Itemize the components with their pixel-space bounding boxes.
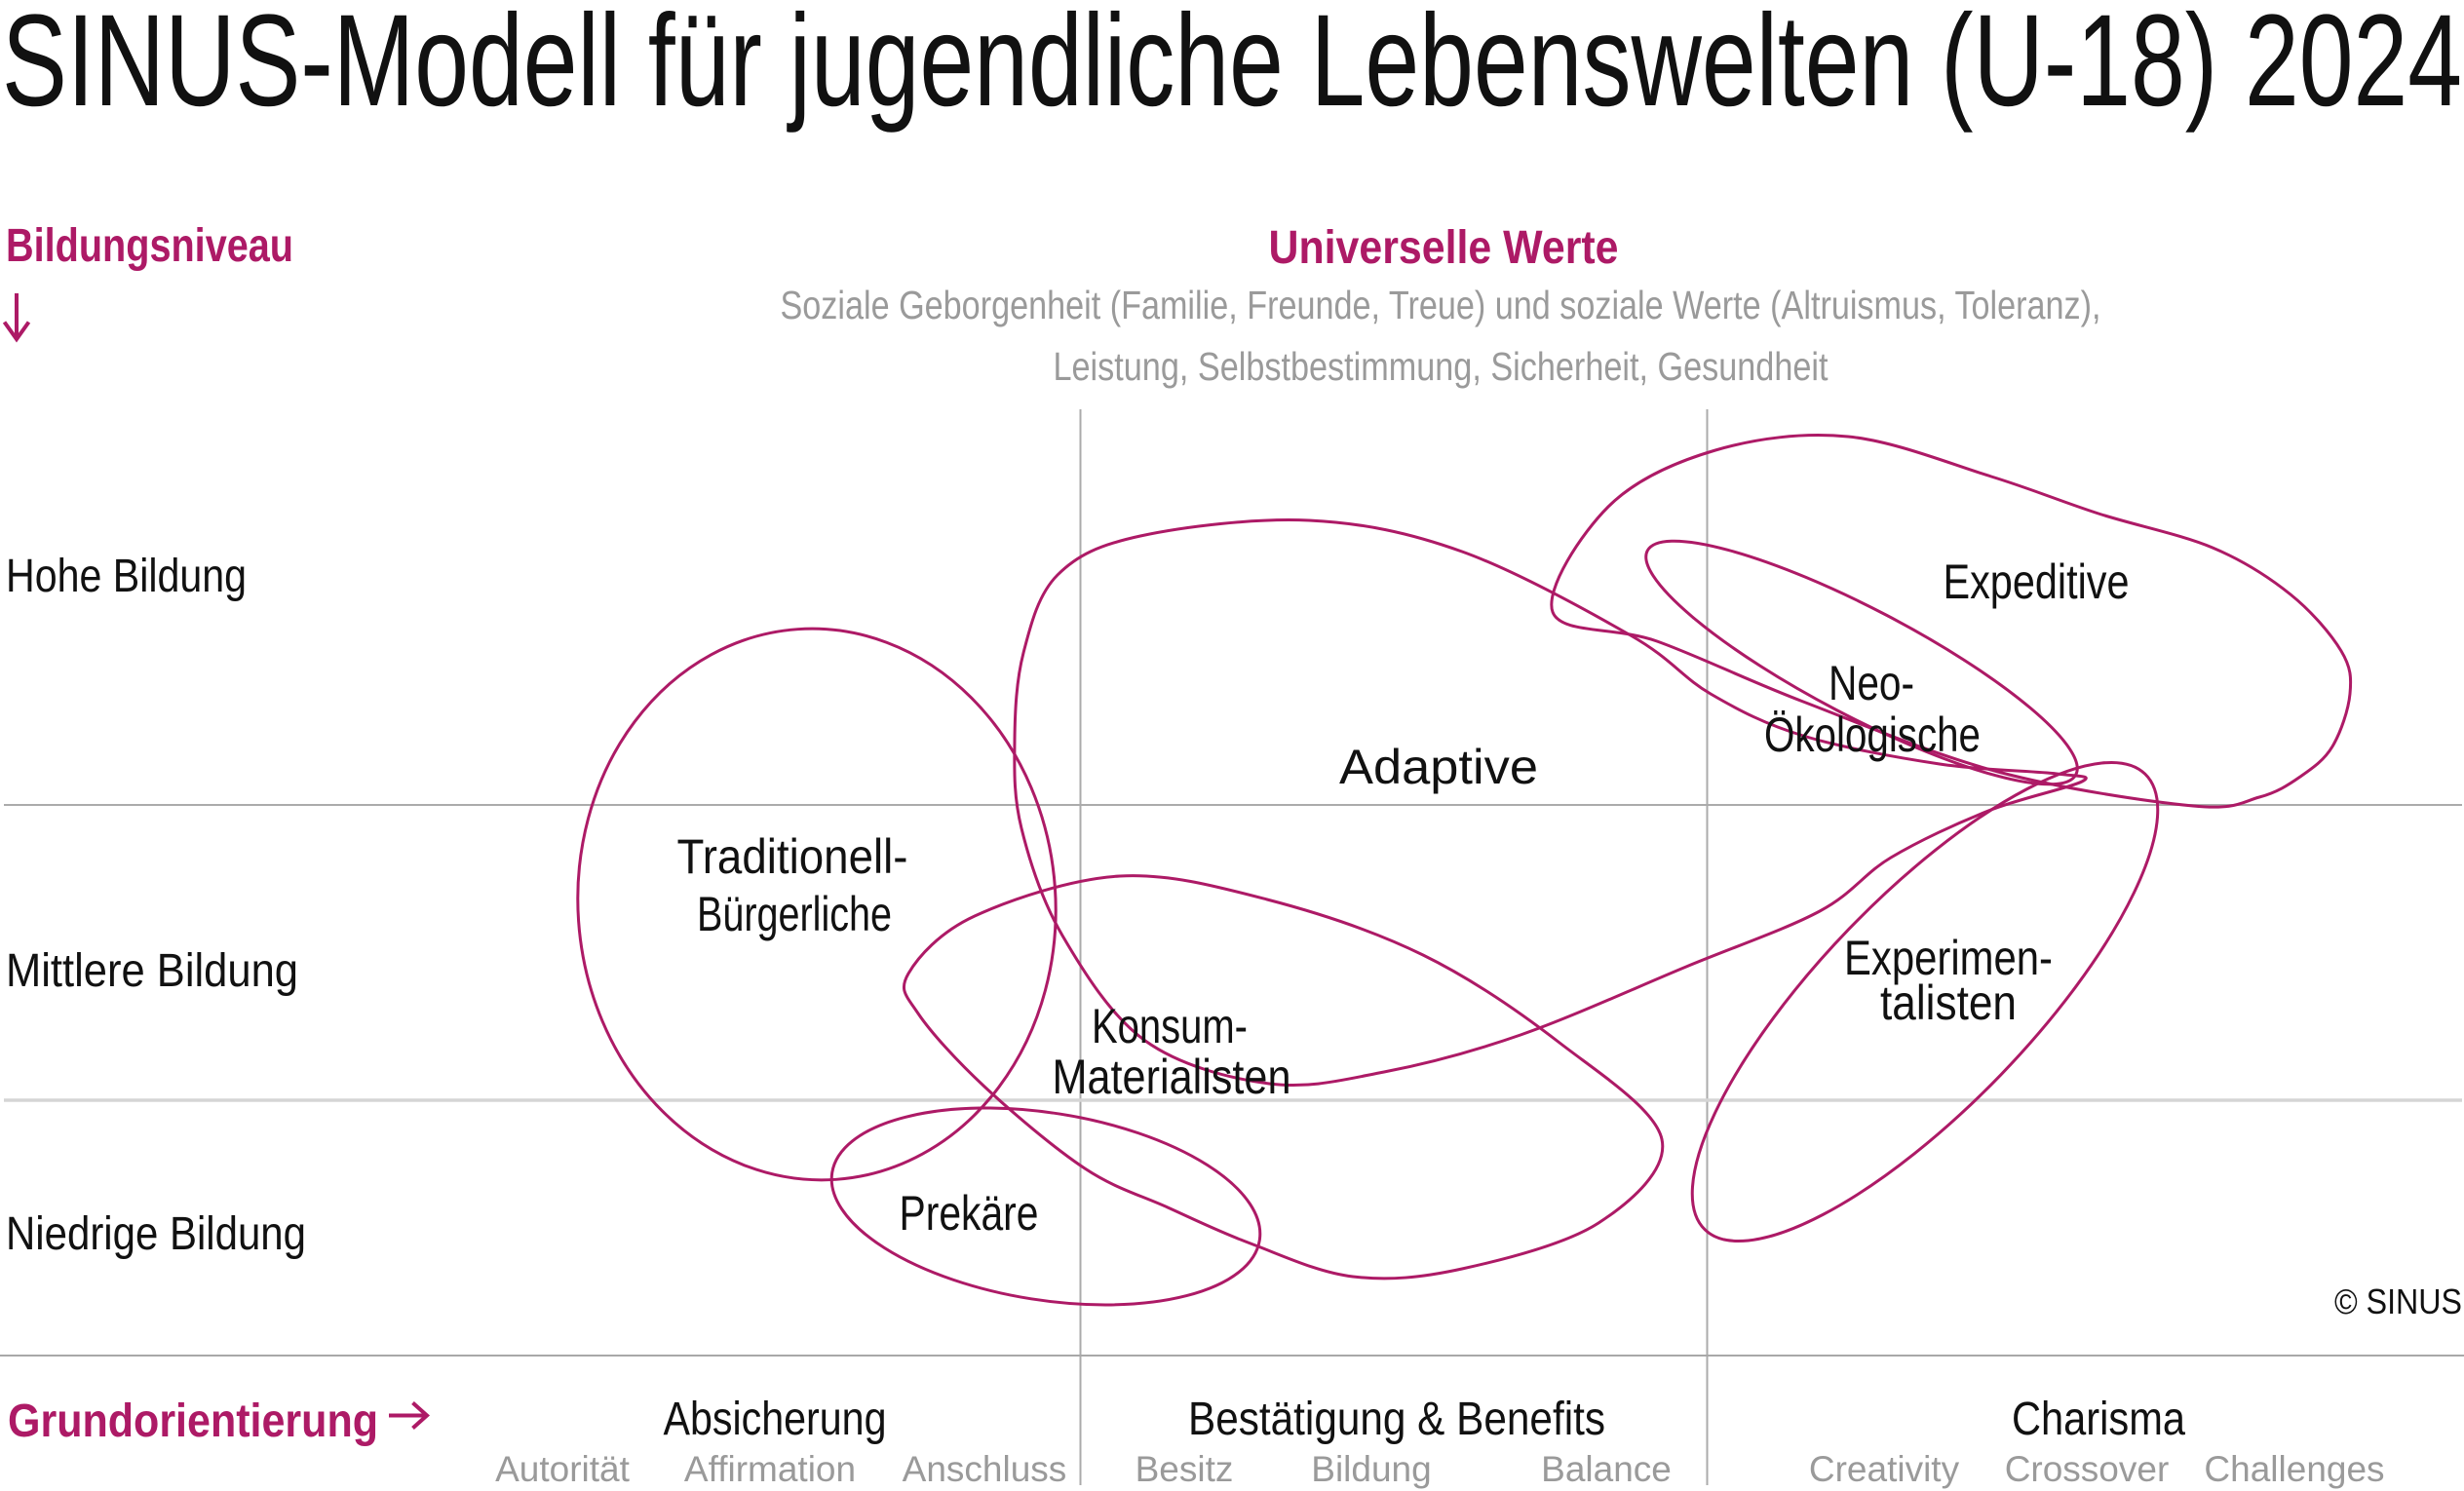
svg-text:Neo-: Neo- (1829, 656, 1914, 710)
svg-text:Leistung, Selbstbestimmung, Si: Leistung, Selbstbestimmung, Sicherheit, … (1054, 344, 1829, 389)
svg-text:Niedrige Bildung: Niedrige Bildung (6, 1208, 306, 1260)
svg-text:Adaptive: Adaptive (1339, 740, 1538, 794)
svg-text:Soziale Geborgenheit (Familie,: Soziale Geborgenheit (Familie, Freunde, … (781, 283, 2101, 327)
svg-text:Grundorientierung: Grundorientierung (8, 1395, 378, 1447)
svg-text:Besitz: Besitz (1136, 1449, 1234, 1489)
svg-text:Affirmation: Affirmation (684, 1449, 856, 1489)
svg-text:Ökologische: Ökologische (1764, 707, 1981, 762)
svg-text:Balance: Balance (1541, 1449, 1672, 1489)
svg-text:Challenges: Challenges (2204, 1449, 2384, 1489)
svg-text:Absicherung: Absicherung (664, 1394, 887, 1445)
svg-text:Mittlere Bildung: Mittlere Bildung (6, 945, 298, 997)
svg-text:Konsum-: Konsum- (1092, 999, 1248, 1053)
svg-text:Prekäre: Prekäre (900, 1186, 1039, 1241)
svg-text:Bürgerliche: Bürgerliche (697, 887, 892, 941)
svg-text:Bildungsniveau: Bildungsniveau (6, 220, 293, 272)
svg-text:Autorität: Autorität (495, 1449, 631, 1489)
svg-text:Creativity: Creativity (1809, 1449, 1960, 1489)
svg-text:Experimen-: Experimen- (1844, 931, 2053, 985)
svg-text:Bestätigung & Benefits: Bestätigung & Benefits (1188, 1394, 1605, 1445)
svg-text:Hohe Bildung: Hohe Bildung (6, 551, 247, 602)
svg-text:Expeditive: Expeditive (1944, 554, 2130, 609)
svg-text:SINUS-Modell für jugendliche L: SINUS-Modell für jugendliche Lebenswelte… (2, 0, 2462, 134)
svg-text:Bildung: Bildung (1311, 1449, 1431, 1489)
svg-text:talisten: talisten (1880, 975, 2017, 1030)
svg-text:Crossover: Crossover (2005, 1449, 2170, 1489)
svg-text:Materialisten: Materialisten (1053, 1050, 1291, 1104)
svg-text:Charisma: Charisma (2012, 1394, 2185, 1445)
svg-text:© SINUS: © SINUS (2334, 1281, 2462, 1321)
svg-text:Traditionell-: Traditionell- (677, 829, 908, 884)
svg-text:Universelle Werte: Universelle Werte (1269, 222, 1619, 274)
svg-text:Anschluss: Anschluss (903, 1449, 1067, 1489)
